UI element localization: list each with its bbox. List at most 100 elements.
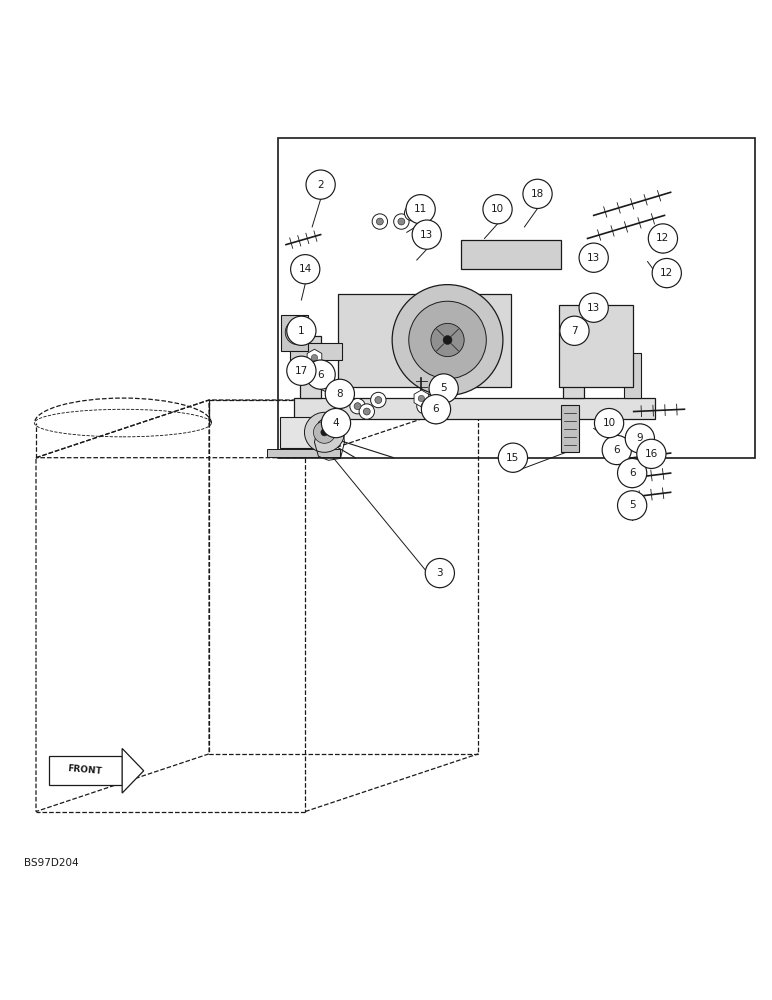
Circle shape	[422, 395, 451, 424]
Text: 6: 6	[317, 370, 324, 380]
Circle shape	[418, 395, 425, 402]
Text: 14: 14	[299, 264, 312, 274]
FancyBboxPatch shape	[280, 315, 308, 351]
Text: 8: 8	[337, 389, 344, 399]
Text: 3: 3	[436, 568, 443, 578]
Circle shape	[306, 170, 335, 199]
Circle shape	[602, 435, 631, 465]
Text: 10: 10	[491, 204, 504, 214]
Circle shape	[354, 403, 361, 410]
Polygon shape	[312, 362, 327, 379]
Circle shape	[398, 218, 405, 225]
Circle shape	[311, 366, 317, 372]
Text: 1: 1	[298, 326, 305, 336]
Circle shape	[377, 218, 384, 225]
Circle shape	[652, 258, 682, 288]
Text: 2: 2	[317, 180, 324, 190]
Circle shape	[372, 214, 388, 229]
Polygon shape	[307, 349, 322, 366]
Text: 6: 6	[432, 404, 439, 414]
Circle shape	[618, 491, 647, 520]
FancyBboxPatch shape	[462, 240, 561, 269]
Polygon shape	[122, 748, 144, 793]
Text: 12: 12	[660, 268, 673, 278]
Circle shape	[412, 220, 442, 249]
Circle shape	[408, 210, 415, 217]
Text: 13: 13	[587, 253, 601, 263]
Text: BS97D204: BS97D204	[25, 858, 79, 868]
Circle shape	[371, 392, 386, 408]
Circle shape	[523, 179, 552, 208]
Circle shape	[406, 195, 435, 224]
Circle shape	[304, 412, 344, 452]
Circle shape	[394, 214, 409, 229]
Circle shape	[350, 398, 365, 414]
Circle shape	[364, 408, 371, 415]
Circle shape	[431, 323, 464, 357]
Circle shape	[425, 558, 455, 588]
FancyBboxPatch shape	[290, 343, 342, 360]
Circle shape	[405, 205, 420, 221]
FancyBboxPatch shape	[279, 417, 320, 448]
Text: 10: 10	[602, 418, 615, 428]
FancyBboxPatch shape	[563, 355, 584, 398]
Text: 9: 9	[637, 433, 643, 443]
Circle shape	[316, 368, 322, 374]
Circle shape	[375, 397, 382, 403]
FancyBboxPatch shape	[337, 294, 511, 387]
Circle shape	[321, 429, 328, 436]
Text: 11: 11	[414, 204, 427, 214]
Text: 13: 13	[420, 230, 433, 240]
Text: 5: 5	[440, 383, 447, 393]
Circle shape	[637, 439, 666, 468]
FancyBboxPatch shape	[559, 305, 633, 387]
FancyBboxPatch shape	[300, 336, 321, 398]
Polygon shape	[307, 361, 322, 378]
Circle shape	[291, 326, 303, 338]
Polygon shape	[414, 390, 428, 407]
Circle shape	[618, 458, 647, 488]
Text: 15: 15	[506, 453, 520, 463]
FancyBboxPatch shape	[625, 353, 642, 398]
Circle shape	[579, 293, 608, 322]
Circle shape	[311, 354, 317, 361]
Circle shape	[408, 301, 486, 379]
Circle shape	[325, 379, 354, 408]
Circle shape	[286, 356, 316, 385]
Circle shape	[421, 403, 428, 410]
Circle shape	[359, 404, 374, 419]
Circle shape	[594, 408, 624, 438]
FancyBboxPatch shape	[560, 405, 579, 452]
Text: 7: 7	[571, 326, 577, 336]
Circle shape	[392, 285, 503, 395]
Circle shape	[560, 316, 589, 345]
Text: 5: 5	[629, 500, 635, 510]
Text: 4: 4	[333, 418, 340, 428]
Circle shape	[443, 336, 452, 344]
Circle shape	[625, 424, 655, 453]
Circle shape	[579, 243, 608, 272]
Circle shape	[429, 374, 459, 403]
Circle shape	[338, 388, 354, 403]
Circle shape	[285, 320, 310, 345]
Circle shape	[483, 195, 512, 224]
Circle shape	[417, 398, 432, 414]
FancyBboxPatch shape	[279, 138, 755, 458]
Text: 16: 16	[645, 449, 658, 459]
Text: 18: 18	[531, 189, 544, 199]
Circle shape	[290, 255, 320, 284]
Circle shape	[498, 443, 527, 472]
Text: 17: 17	[295, 366, 308, 376]
Text: 13: 13	[587, 303, 601, 313]
Text: 12: 12	[656, 233, 669, 243]
FancyBboxPatch shape	[49, 756, 122, 785]
Circle shape	[286, 316, 316, 345]
Circle shape	[321, 408, 350, 438]
Text: 6: 6	[629, 468, 635, 478]
FancyBboxPatch shape	[293, 398, 655, 419]
Circle shape	[343, 392, 350, 399]
Text: FRONT: FRONT	[66, 764, 102, 776]
Circle shape	[306, 360, 335, 389]
Circle shape	[648, 224, 678, 253]
Text: 6: 6	[614, 445, 620, 455]
